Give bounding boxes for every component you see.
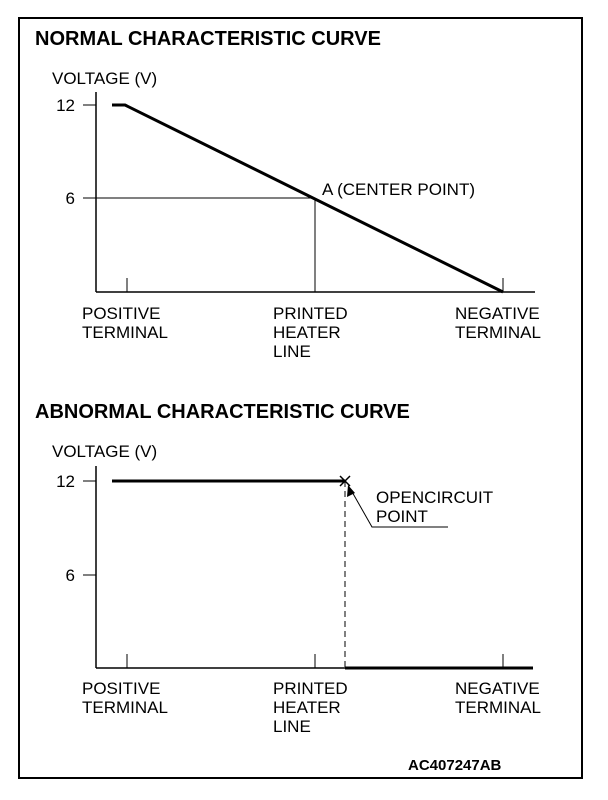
frame: [18, 17, 583, 779]
x-label: PRINTED: [273, 679, 348, 698]
y-tick-label: 6: [66, 189, 75, 208]
x-label: LINE: [273, 342, 311, 361]
x-label: POSITIVE: [82, 679, 160, 698]
chart-title: NORMAL CHARACTERISTIC CURVE: [35, 28, 381, 50]
leader-line: [350, 489, 448, 528]
y-tick-label: 12: [56, 472, 75, 491]
x-label: PRINTED: [273, 304, 348, 323]
y-tick-label: 6: [66, 566, 75, 585]
annotation: A (CENTER POINT): [322, 180, 475, 199]
x-label: POSITIVE: [82, 304, 160, 323]
annotation: POINT: [376, 507, 428, 526]
chart-title: ABNORMAL CHARACTERISTIC CURVE: [35, 401, 410, 423]
annotation: OPENCIRCUIT: [376, 488, 493, 507]
x-label: TERMINAL: [455, 323, 541, 342]
x-label: TERMINAL: [455, 698, 541, 717]
x-label: TERMINAL: [82, 698, 168, 717]
y-tick-label: 12: [56, 96, 75, 115]
x-label: HEATER: [273, 323, 341, 342]
x-label: NEGATIVE: [455, 679, 540, 698]
y-axis-label: VOLTAGE (V): [52, 69, 157, 88]
x-label: NEGATIVE: [455, 304, 540, 323]
open-mark: [339, 475, 351, 487]
leader-arrow: [347, 485, 355, 497]
x-label: LINE: [273, 717, 311, 736]
curve: [112, 103, 504, 294]
y-axis-label: VOLTAGE (V): [52, 442, 157, 461]
x-label: HEATER: [273, 698, 341, 717]
x-label: TERMINAL: [82, 323, 168, 342]
figure-code: AC407247AB: [408, 757, 502, 774]
